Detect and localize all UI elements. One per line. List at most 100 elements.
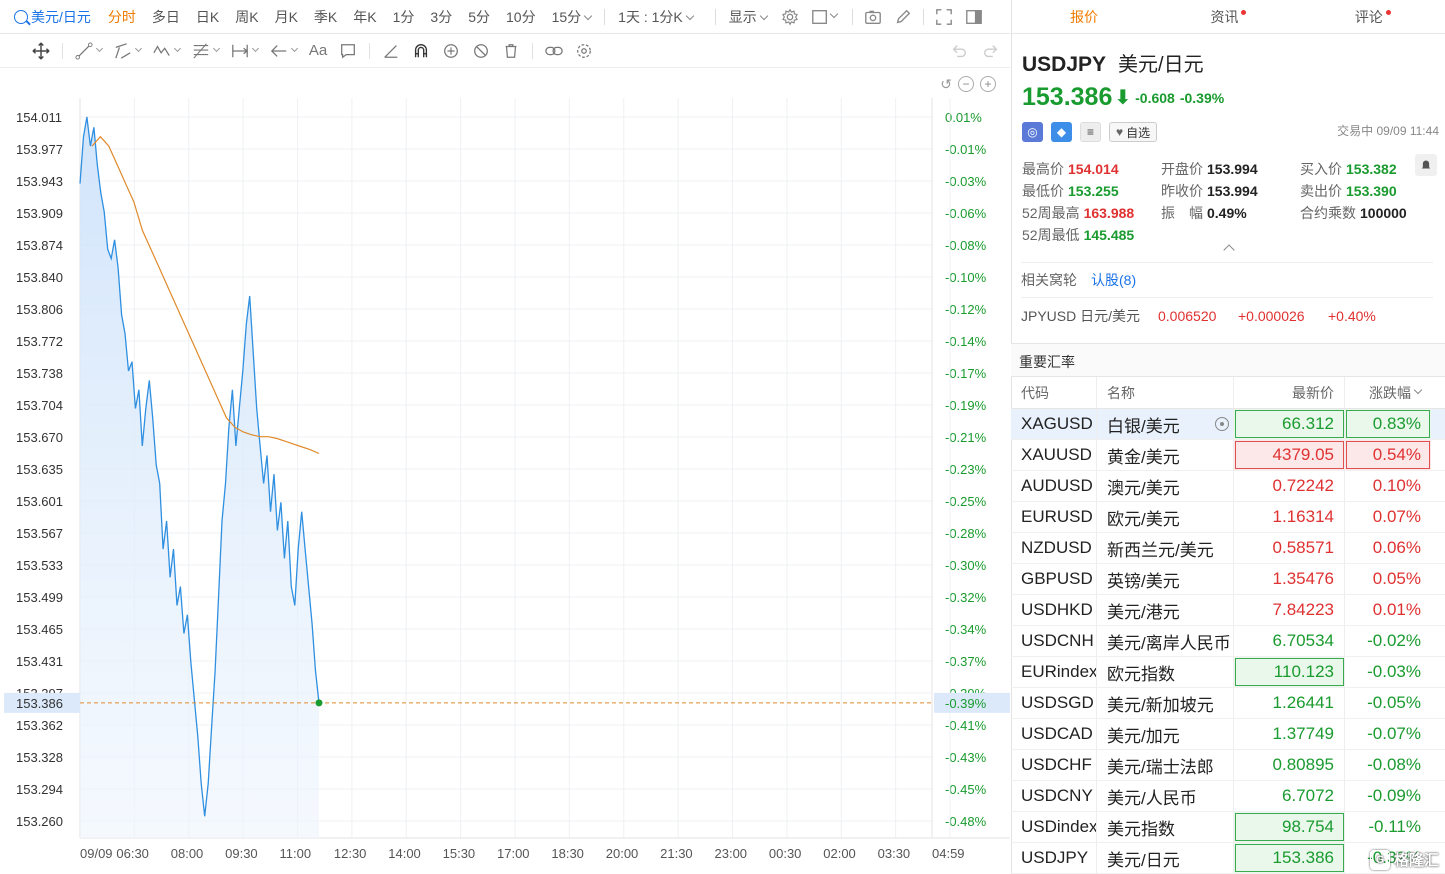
drawing-settings-gear-icon[interactable]: [574, 41, 594, 61]
pct-tick-label: -0.23%: [945, 462, 987, 477]
bell-icon[interactable]: [1415, 154, 1437, 176]
target-icon[interactable]: [1215, 417, 1229, 431]
period-tab[interactable]: 10分: [506, 8, 536, 25]
chevron-down-icon[interactable]: [134, 44, 143, 53]
drawing-toolbar: Aa: [0, 34, 1010, 68]
display-menu[interactable]: 显示: [721, 7, 775, 27]
symbol-search-button[interactable]: 美元/日元: [4, 7, 100, 27]
period-tab[interactable]: 年K: [353, 8, 377, 25]
unread-dot: [1241, 10, 1247, 15]
link-icon[interactable]: [544, 41, 564, 61]
intraday-chart[interactable]: 154.011 0.01% 153.977 -0.01% 153.943 -0.03% 15…: [0, 68, 1010, 874]
warrants-link[interactable]: 认股(8): [1091, 272, 1137, 288]
y-tick-label: 153.874: [16, 238, 63, 253]
rate-row[interactable]: XAUUSD 黄金/美元 4379.05 0.54%: [1011, 440, 1445, 471]
rate-name-text: 美元/港元: [1107, 602, 1180, 622]
zoom-out-icon[interactable]: −: [958, 76, 974, 92]
note-icon[interactable]: ≡: [1080, 122, 1101, 142]
rate-row[interactable]: GBPUSD 英镑/美元 1.35476 0.05%: [1011, 564, 1445, 595]
chevron-down-icon[interactable]: [251, 44, 260, 53]
rate-price: 110.123: [1234, 657, 1345, 687]
chevron-down-icon[interactable]: [212, 44, 221, 53]
zoom-in-icon[interactable]: +: [980, 76, 996, 92]
rate-row[interactable]: USDCNY 美元/人民币 6.7072 -0.09%: [1011, 781, 1445, 812]
camera-icon[interactable]: [864, 8, 882, 26]
jpyusd-row[interactable]: JPYUSD 日元/美元 0.006520 +0.000026 +0.40%: [1021, 297, 1433, 333]
period-tab[interactable]: 分时: [107, 8, 136, 25]
divider: [851, 8, 853, 25]
period-tab[interactable]: 周K: [235, 8, 259, 25]
range-select[interactable]: 1天 : 1分K: [610, 7, 701, 27]
add-favorite-button[interactable]: ♥ 自选: [1109, 122, 1158, 142]
rate-row[interactable]: USDHKD 美元/港元 7.84223 0.01%: [1011, 595, 1445, 626]
chevron-down-icon[interactable]: [173, 44, 182, 53]
fullscreen-icon[interactable]: [935, 8, 953, 26]
header-price[interactable]: 最新价: [1234, 377, 1345, 408]
trash-icon[interactable]: [501, 41, 521, 61]
tab-1[interactable]: 资讯: [1156, 0, 1300, 33]
jpyusd-change: +0.000026: [1238, 307, 1305, 324]
rate-row[interactable]: USDSGD 美元/新加坡元 1.26441 -0.05%: [1011, 688, 1445, 719]
rate-row[interactable]: USDJPY 美元/日元 153.386 -0.39%: [1011, 843, 1445, 874]
rate-row[interactable]: AUDUSD 澳元/美元 0.72242 0.10%: [1011, 471, 1445, 502]
comment-icon[interactable]: [338, 41, 358, 61]
stat-item: 振 幅 0.49%: [1161, 203, 1300, 223]
rate-row[interactable]: USDCHF 美元/瑞士法郎 0.80895 -0.08%: [1011, 750, 1445, 781]
rate-row[interactable]: USDCNH 美元/离岸人民币 6.70534 -0.02%: [1011, 626, 1445, 657]
channel-line-icon[interactable]: [113, 41, 133, 61]
ruler-icon[interactable]: [381, 41, 401, 61]
chart-canvas[interactable]: 154.011 0.01% 153.977 -0.01% 153.943 -0.03% 15…: [0, 68, 1010, 874]
globe-icon[interactable]: ◎: [1022, 122, 1043, 142]
hide-drawing-icon[interactable]: [471, 41, 491, 61]
gear-icon[interactable]: [781, 8, 799, 26]
period-tab[interactable]: 3分: [430, 8, 453, 25]
period-more-minutes[interactable]: 15分: [544, 7, 600, 27]
period-tab[interactable]: 日K: [195, 8, 220, 25]
chevron-down-icon[interactable]: [829, 9, 838, 18]
rate-row[interactable]: XAGUSD 白银/美元 66.312 0.83%: [1011, 409, 1445, 440]
rate-row[interactable]: USDindex 美元指数 98.754 -0.11%: [1011, 812, 1445, 843]
period-tab[interactable]: 1分: [392, 8, 415, 25]
layout-square-icon[interactable]: [811, 8, 829, 26]
tab-2[interactable]: 评论: [1301, 0, 1445, 33]
key-rates-table: XAGUSD 白银/美元 66.312 0.83% XAUUSD 黄金/美元 4379.05…: [1011, 409, 1445, 874]
undo-icon[interactable]: [950, 42, 968, 63]
current-price-badge: [4, 692, 80, 713]
rate-row[interactable]: EURindex 欧元指数 110.123 -0.03%: [1011, 657, 1445, 688]
x-tick-label: 02:00: [823, 846, 856, 861]
rate-code: XAUUSD: [1011, 440, 1097, 470]
rate-name: 美元/人民币: [1097, 781, 1234, 811]
stat-label: 最低价: [1022, 183, 1064, 199]
header-pct[interactable]: 涨跌幅: [1345, 377, 1431, 408]
trend-line-icon[interactable]: [74, 41, 94, 61]
move-cross-icon[interactable]: [31, 41, 51, 61]
period-tab[interactable]: 季K: [313, 8, 338, 25]
tag-icon[interactable]: ◆: [1051, 122, 1072, 142]
header-code[interactable]: 代码: [1011, 377, 1097, 408]
redo-icon[interactable]: [982, 42, 1000, 63]
period-tab[interactable]: 月K: [274, 8, 298, 25]
rate-pct: 0.05%: [1372, 569, 1421, 588]
period-tab[interactable]: 5分: [468, 8, 490, 25]
text-tool-icon[interactable]: Aa: [308, 42, 328, 59]
sidebar-toggle-icon[interactable]: [965, 8, 983, 26]
rate-row[interactable]: NZDUSD 新西兰元/美元 0.58571 0.06%: [1011, 533, 1445, 564]
header-name[interactable]: 名称: [1097, 377, 1234, 408]
chevron-down-icon[interactable]: [95, 44, 104, 53]
magnet-icon[interactable]: [411, 41, 431, 61]
pencil-icon[interactable]: [894, 8, 912, 26]
lock-drawing-icon[interactable]: [441, 41, 461, 61]
reset-zoom-icon[interactable]: ↺: [940, 76, 952, 92]
fibonacci-icon[interactable]: [191, 41, 211, 61]
period-tab[interactable]: 多日: [151, 8, 180, 25]
chevron-down-icon[interactable]: [290, 44, 299, 53]
x-tick-label: 11:00: [280, 846, 312, 861]
tab-0[interactable]: 报价: [1012, 0, 1156, 33]
arrow-left-icon[interactable]: [269, 41, 289, 61]
rate-row[interactable]: USDCAD 美元/加元 1.37749 -0.07%: [1011, 719, 1445, 750]
wave-line-icon[interactable]: [152, 41, 172, 61]
stat-label: 开盘价: [1161, 161, 1203, 177]
measure-icon[interactable]: [230, 41, 250, 61]
rate-row[interactable]: EURUSD 欧元/美元 1.16314 0.07%: [1011, 502, 1445, 533]
rate-pct: -0.02%: [1367, 631, 1421, 650]
